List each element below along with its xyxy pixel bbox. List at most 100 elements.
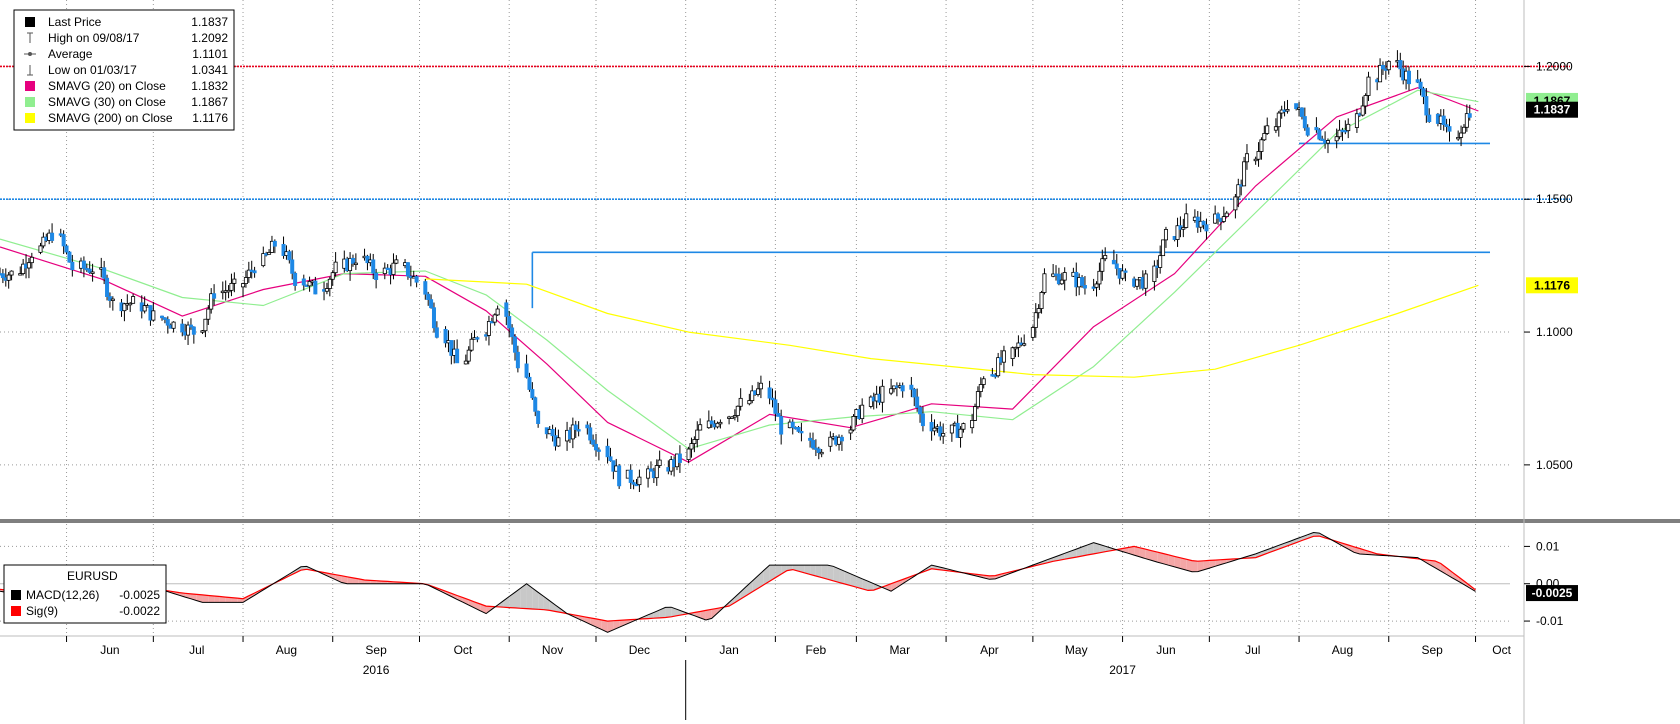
candle-body [475, 337, 480, 340]
candle-body [556, 437, 561, 447]
candle-body [504, 302, 509, 317]
candle-body [585, 424, 590, 429]
month-label: Jun [100, 643, 119, 657]
macd-fill [619, 620, 625, 628]
candle-body [695, 429, 700, 440]
candle-body [226, 289, 231, 293]
candle-body [1325, 140, 1330, 144]
candle-body [1461, 126, 1466, 134]
candle-body [758, 382, 763, 390]
candle-body [229, 282, 234, 291]
candle-body [628, 469, 633, 483]
candle-body [1039, 292, 1044, 309]
candle-body [631, 482, 636, 485]
candle-body [1001, 350, 1006, 363]
candle-body [1094, 283, 1099, 288]
candle-body [981, 378, 986, 385]
candle-body [1135, 279, 1140, 287]
candle-body [851, 416, 856, 431]
legend-swatch [25, 17, 35, 27]
candle-body [171, 321, 176, 329]
candle-body [206, 308, 211, 320]
macd-fill [1128, 546, 1135, 556]
candle-body [839, 436, 844, 442]
candle-body [1317, 129, 1322, 140]
macd-fill [352, 577, 359, 584]
candle-body [796, 426, 801, 432]
macd-fill [196, 594, 203, 603]
candle-body [1337, 129, 1342, 138]
candle-body [1143, 273, 1148, 289]
candle-body [1363, 95, 1368, 107]
macd-fill [671, 607, 678, 617]
candle-body [6, 274, 11, 281]
candle-body [1123, 270, 1128, 273]
macd-fill [850, 573, 857, 588]
macd-fill [486, 606, 492, 614]
macd-fill [1099, 544, 1106, 553]
candle-body [1276, 112, 1281, 128]
macd-fill [1087, 542, 1094, 555]
candle-body [333, 261, 338, 274]
candle-body [70, 261, 75, 271]
candle-body [929, 421, 934, 432]
candle-body [961, 423, 966, 430]
macd-fill [341, 575, 348, 584]
legend-swatch [25, 97, 35, 107]
candle-body [41, 236, 46, 247]
candle-body [38, 245, 43, 253]
macd-fill [1180, 557, 1187, 571]
macd-fill [989, 575, 996, 580]
candle-body [180, 323, 185, 333]
candle-body [209, 293, 214, 310]
candle-body [776, 412, 781, 417]
candle-body [1273, 126, 1278, 131]
candle-body [394, 259, 399, 264]
candle-body [527, 376, 532, 390]
macd-fill [1273, 545, 1279, 552]
candle-body [1320, 138, 1325, 141]
candle-body [307, 281, 312, 287]
candle-body [1152, 265, 1157, 282]
legend-label: High on 09/08/17 [48, 31, 140, 45]
month-label: Sep [365, 643, 387, 657]
candle-body [293, 272, 298, 286]
candle-body [524, 363, 529, 378]
macd-fill [445, 591, 452, 597]
candle-body [729, 416, 734, 419]
year-label: 2017 [1109, 663, 1136, 677]
macd-fill [1197, 560, 1204, 572]
candle-body [1378, 64, 1383, 83]
macd-legend-value: -0.0025 [119, 588, 160, 602]
candle-body [608, 456, 613, 462]
macd-fill [665, 607, 672, 618]
candle-body [576, 429, 581, 432]
macd-fill [659, 607, 666, 618]
macd-fill [833, 566, 840, 583]
candle-body [287, 251, 292, 261]
macd-tick-label: 0.01 [1536, 539, 1560, 553]
candle-body [1256, 151, 1261, 160]
candle-body [232, 278, 237, 284]
candle-body [67, 251, 72, 263]
sma-30-line [0, 89, 1479, 450]
candle-body [151, 310, 156, 321]
candle-body [105, 277, 110, 298]
macd-fill [781, 565, 787, 575]
candle-body [1056, 273, 1061, 285]
signal-line [0, 535, 1476, 622]
candle-body [1262, 133, 1267, 141]
macd-legend-label: Sig(9) [26, 604, 58, 618]
macd-fill [839, 568, 845, 584]
candle-body [973, 406, 978, 421]
macd-fill [1134, 546, 1140, 557]
candle-body [261, 253, 266, 267]
candle-body [186, 324, 191, 336]
legend-label: Last Price [48, 15, 102, 29]
month-label: Jan [719, 643, 738, 657]
candle-body [1080, 277, 1085, 286]
candle-body [486, 321, 491, 336]
macd-fill [1429, 560, 1436, 568]
candle-body [1447, 126, 1452, 132]
candle-body [162, 317, 167, 320]
